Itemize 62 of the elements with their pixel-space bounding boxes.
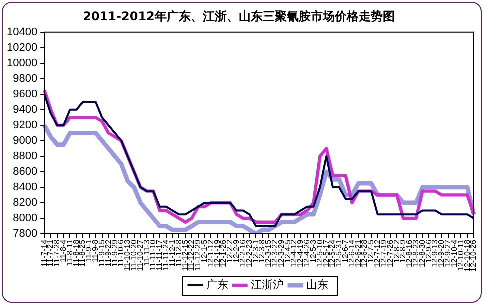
y-tick-label: 9000 (13, 134, 38, 147)
y-tick-label: 8800 (13, 150, 38, 162)
x-tick-label: 12-4-12 (290, 239, 299, 268)
x-tick-label: 12-10-18 (462, 239, 472, 272)
x-tick-label: 11-9-1 (84, 239, 94, 263)
x-tick-label: 11-7-28 (52, 239, 62, 267)
y-tick-label: 10200 (6, 42, 38, 54)
x-tick-label: 11-10-13 (123, 239, 132, 272)
x-tick-label: 12-9-13 (430, 239, 440, 268)
y-tick-label: 9800 (13, 72, 38, 85)
chart-title: 2011-2012年广东、江浙、山东三聚氰胺市场价格走势图 (83, 9, 395, 24)
x-tick-label: 12-1-26 (219, 239, 228, 268)
x-tick-label: 12-8-16 (405, 239, 414, 268)
x-tick-label: 11-12-15 (180, 239, 190, 272)
x-tick-label: 11-11-3 (142, 239, 152, 266)
x-tick-label: 12-5-10 (315, 239, 324, 268)
x-tick-label: 12-7-5 (366, 239, 376, 264)
y-tick-label: 10000 (6, 57, 38, 70)
x-tick-label: 12-4-19 (296, 239, 306, 268)
x-tick-label: 12-3-15 (264, 239, 274, 268)
x-tick-label: 12-5-24 (328, 239, 338, 268)
x-tick-label: 11-8-25 (78, 239, 88, 267)
y-tick-label: 9600 (13, 88, 38, 100)
x-tick-label: 12-2-23 (244, 239, 254, 268)
x-tick-label: 12-6-21 (354, 239, 363, 268)
x-tick-label: 12-5-31 (334, 239, 344, 268)
x-tick-label: 11-7-21 (46, 239, 56, 267)
x-tick-label: 12-10-26 (469, 239, 478, 272)
x-tick-label: 12-5-17 (322, 239, 331, 268)
y-tick-label: 9400 (13, 104, 38, 116)
x-tick-label: 11-11-10 (148, 239, 158, 271)
x-tick-label: 12-10-11 (456, 239, 466, 272)
y-tick-label: 8200 (13, 196, 38, 209)
y-tick-label: 7800 (13, 228, 38, 240)
x-tick-label: 11-9-29 (110, 239, 120, 267)
y-tick-label: 9200 (13, 119, 38, 132)
x-tick-label: 11-12-22 (187, 239, 196, 272)
y-tick-label: 8600 (13, 166, 38, 178)
x-tick-label: 11-8-18 (72, 239, 81, 267)
y-tick-label: 8400 (13, 181, 38, 194)
legend-label: 江浙沪 (251, 278, 284, 292)
y-tick-label: 8000 (13, 212, 38, 224)
y-tick-label: 10400 (6, 26, 38, 38)
x-tick-label: 12-4-5 (283, 239, 292, 264)
x-tick-label: 12-3-1 (251, 239, 260, 264)
x-tick-label: 12-1-19 (212, 239, 222, 268)
x-tick-label: 12-6-28 (360, 239, 370, 268)
x-tick-label: 11-9-22 (104, 239, 113, 267)
x-tick-label: 11-12-29 (194, 239, 203, 272)
x-tick-label: 11-7-14 (40, 239, 49, 267)
x-tick-label: 11-12-8 (174, 239, 184, 267)
legend-label: 山东 (306, 278, 329, 292)
x-tick-label: 12-8-9 (398, 239, 408, 264)
x-tick-label: 12-9-6 (424, 239, 434, 264)
x-tick-label: 12-2-2 (226, 239, 235, 264)
x-tick-label: 12-7-26 (386, 239, 395, 268)
x-tick-label: 12-8-2 (392, 239, 402, 264)
legend-label: 广东 (206, 278, 229, 292)
x-tick-label: 12-9-20 (437, 239, 446, 268)
x-tick-label: 11-11-17 (155, 239, 164, 271)
x-tick-label: 11-10-6 (116, 239, 126, 267)
x-tick-label: 12-3-8 (258, 239, 267, 264)
